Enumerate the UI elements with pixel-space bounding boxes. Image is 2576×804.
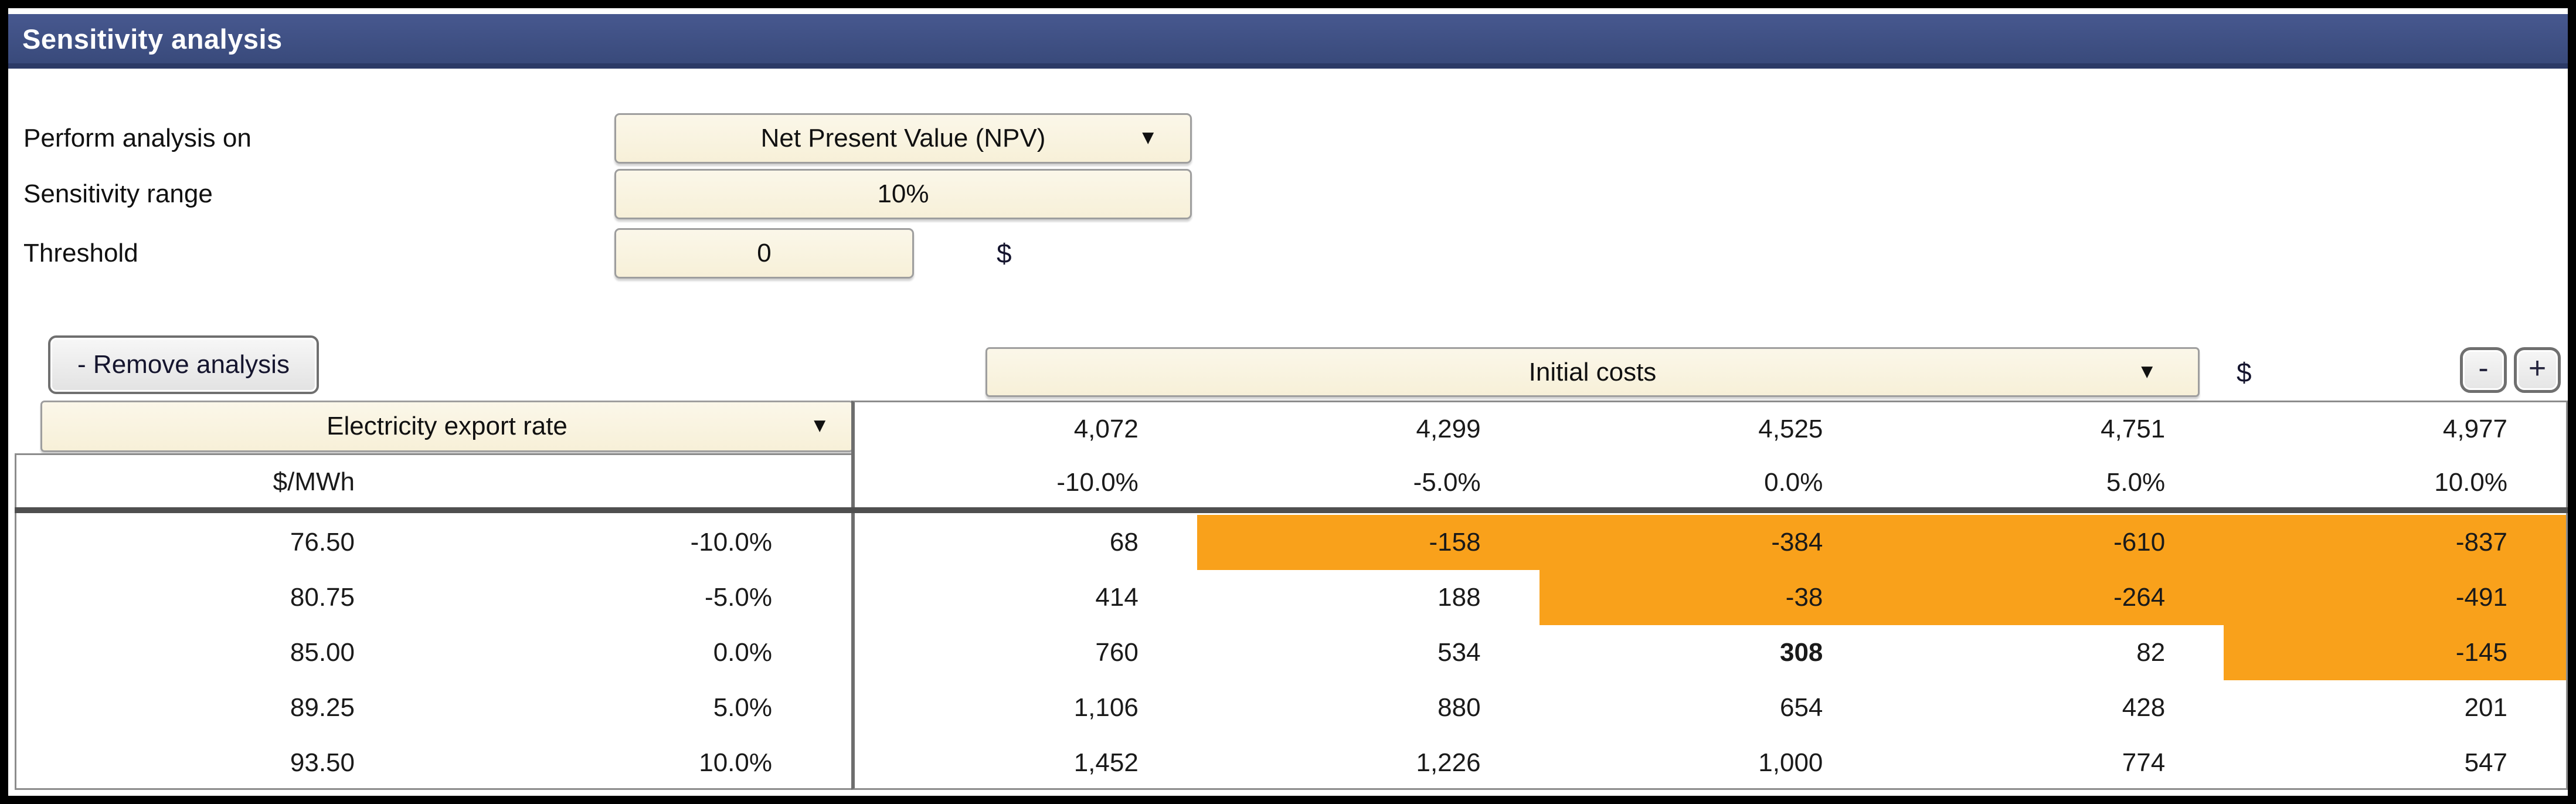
table-row: 85.00 0.0% <box>16 625 851 680</box>
result-cell: -264 <box>1881 570 2224 625</box>
table-row: 414 188 -38 -264 -491 <box>855 570 2566 625</box>
result-cell: 68 <box>1109 528 1139 557</box>
result-cell: 201 <box>2464 693 2507 722</box>
sensitivity-range-label: Sensitivity range <box>23 179 213 208</box>
result-cell: 547 <box>2464 748 2507 777</box>
perform-analysis-dropdown[interactable]: Net Present Value (NPV) ▼ <box>614 113 1192 164</box>
result-cell: 82 <box>2136 638 2166 667</box>
column-value-cell: 4,525 <box>1758 415 1823 443</box>
table-row: 1,106 880 654 428 201 <box>855 680 2566 735</box>
row-header-cell: 76.50 <box>290 528 355 557</box>
result-cell: 414 <box>1095 583 1139 612</box>
table-row: 93.50 10.0% <box>16 735 851 791</box>
column-percent-cell: 5.0% <box>2106 468 2166 497</box>
dropdown-arrow-icon: ▼ <box>1138 126 1158 149</box>
row-header-cell: -5.0% <box>705 583 772 612</box>
row-unit-cell <box>434 455 851 509</box>
result-cell: -38 <box>1539 570 1882 625</box>
threshold-label: Threshold <box>23 239 138 267</box>
table-row: 4,072 4,299 4,525 4,751 4,977 <box>855 402 2566 456</box>
row-header-cell: 5.0% <box>713 693 772 722</box>
row-header-cell: 89.25 <box>290 693 355 722</box>
row-header-cell: 93.50 <box>290 748 355 777</box>
column-parameter-value: Initial costs <box>1528 357 1657 386</box>
table-row: $/MWh <box>16 455 851 509</box>
column-value-cell: 4,072 <box>1073 415 1139 443</box>
column-value-cell: 4,751 <box>2101 415 2166 443</box>
result-cell: 880 <box>1437 693 1481 722</box>
result-cell: 428 <box>2122 693 2166 722</box>
table-row: 68 -158 -384 -610 -837 <box>855 515 2566 570</box>
table-row: 76.50 -10.0% <box>16 515 851 570</box>
sensitivity-range-value: 10% <box>877 179 929 208</box>
column-parameter-dropdown[interactable]: Initial costs ▼ <box>985 347 2200 397</box>
panel-title: Sensitivity analysis <box>22 23 283 55</box>
column-percent-cell: -5.0% <box>1413 468 1481 497</box>
result-cell: 188 <box>1437 583 1481 612</box>
threshold-input[interactable]: 0 <box>614 228 914 279</box>
table-header-separator <box>15 507 2568 513</box>
row-header-cell: 0.0% <box>713 638 772 667</box>
result-cell: 534 <box>1437 638 1481 667</box>
result-cell: -491 <box>2224 570 2566 625</box>
result-cell: 1,452 <box>1073 748 1139 777</box>
table-row: 760 534 308 82 -145 <box>855 625 2566 680</box>
column-parameter-unit: $ <box>2237 357 2252 388</box>
sensitivity-range-input[interactable]: 10% <box>614 169 1192 219</box>
row-parameter-dropdown[interactable]: Electricity export rate ▼ <box>40 401 854 452</box>
row-header-cell: 85.00 <box>290 638 355 667</box>
result-cell: 654 <box>1779 693 1823 722</box>
result-cell: 1,226 <box>1416 748 1481 777</box>
remove-analysis-button[interactable]: - Remove analysis <box>48 335 319 394</box>
column-value-cell: 4,977 <box>2442 415 2507 443</box>
column-value-cell: 4,299 <box>1416 415 1481 443</box>
row-header-cell: -10.0% <box>690 528 772 557</box>
result-cell: 760 <box>1095 638 1139 667</box>
minus-icon: - <box>2478 351 2489 385</box>
column-percent-cell: -10.0% <box>1056 468 1139 497</box>
panel-header: Sensitivity analysis <box>8 14 2568 69</box>
result-cell: 308 <box>1779 638 1823 667</box>
result-cell: -837 <box>2224 515 2566 570</box>
column-percent-cell: 10.0% <box>2434 468 2507 497</box>
row-unit-cell: $/MWh <box>273 467 355 496</box>
row-parameter-value: Electricity export rate <box>327 412 567 440</box>
row-header-cell: 10.0% <box>699 748 772 777</box>
remove-level-button[interactable]: - <box>2460 347 2507 393</box>
dropdown-arrow-icon: ▼ <box>810 414 830 437</box>
result-cell: 774 <box>2122 748 2166 777</box>
table-row: 80.75 -5.0% <box>16 570 851 625</box>
remove-analysis-label: - Remove analysis <box>77 350 290 379</box>
threshold-unit: $ <box>997 238 1012 269</box>
result-cell: -158 <box>1197 515 1540 570</box>
sensitivity-results-table: 4,072 4,299 4,525 4,751 4,977 -10.0% -5.0% 0.0%… <box>851 401 2568 790</box>
table-row: 1,452 1,226 1,000 774 547 <box>855 735 2566 791</box>
result-cell: 1,000 <box>1758 748 1823 777</box>
perform-analysis-label: Perform analysis on <box>23 124 252 152</box>
column-percent-cell: 0.0% <box>1764 468 1823 497</box>
result-cell: -384 <box>1539 515 1882 570</box>
threshold-value: 0 <box>757 239 772 267</box>
table-row: -10.0% -5.0% 0.0% 5.0% 10.0% <box>855 456 2566 509</box>
dropdown-arrow-icon: ▼ <box>2137 360 2157 383</box>
result-cell: 1,106 <box>1073 693 1139 722</box>
add-level-button[interactable]: + <box>2514 347 2561 393</box>
perform-analysis-value: Net Present Value (NPV) <box>760 124 1046 152</box>
plus-icon: + <box>2528 351 2547 385</box>
row-parameter-table: $/MWh 76.50 -10.0% 80.75 -5.0% 85.00 0.0% 89.25… <box>15 453 853 790</box>
result-cell: -610 <box>1881 515 2224 570</box>
table-row: 89.25 5.0% <box>16 680 851 735</box>
result-cell: -145 <box>2224 625 2566 680</box>
row-header-cell: 80.75 <box>290 583 355 612</box>
